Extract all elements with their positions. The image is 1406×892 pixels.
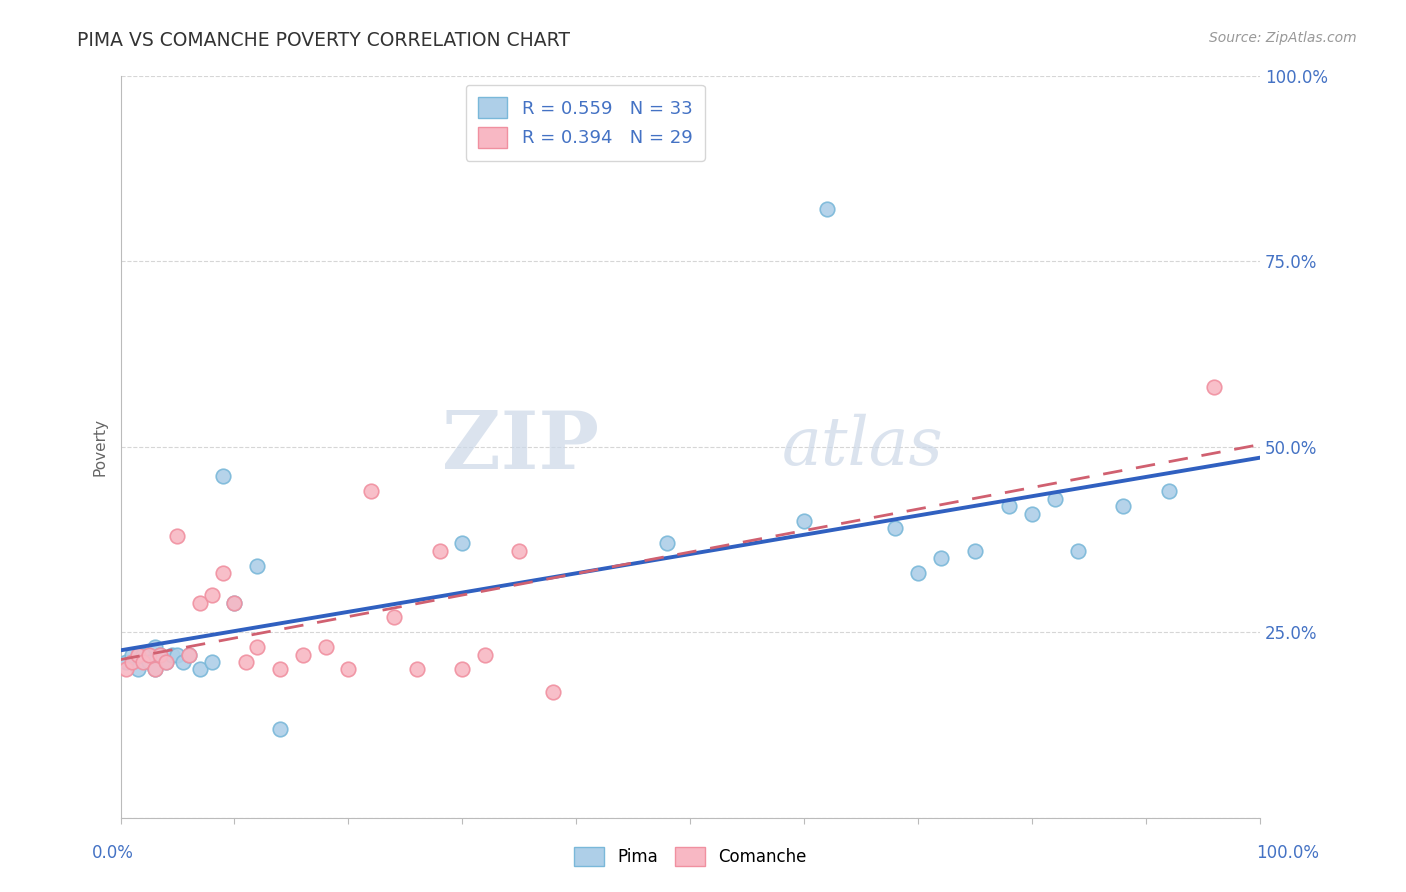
Point xyxy=(132,648,155,662)
Point xyxy=(212,469,235,483)
Point xyxy=(429,543,451,558)
Point xyxy=(337,662,360,676)
Point xyxy=(132,655,155,669)
Point xyxy=(657,536,679,550)
Point xyxy=(138,655,160,669)
Point xyxy=(907,566,929,580)
Point xyxy=(246,558,269,573)
Point xyxy=(543,684,565,698)
Point xyxy=(1066,543,1088,558)
Point xyxy=(155,655,177,669)
Point xyxy=(246,640,269,655)
Point xyxy=(149,648,172,662)
Point xyxy=(474,648,496,662)
Point xyxy=(127,662,149,676)
Point xyxy=(138,648,160,662)
Text: 0.0%: 0.0% xyxy=(91,844,134,862)
Point xyxy=(1043,491,1066,506)
Point xyxy=(188,662,211,676)
Point xyxy=(382,610,405,624)
Point xyxy=(201,655,224,669)
Text: Source: ZipAtlas.com: Source: ZipAtlas.com xyxy=(1209,31,1357,45)
Point xyxy=(188,596,211,610)
Text: atlas: atlas xyxy=(782,414,943,479)
Point xyxy=(508,543,530,558)
Point xyxy=(224,596,246,610)
Point xyxy=(166,529,188,543)
Point xyxy=(212,566,235,580)
Point xyxy=(160,648,183,662)
Point xyxy=(115,655,138,669)
Point xyxy=(201,588,224,602)
Point xyxy=(793,514,815,528)
Point xyxy=(1204,380,1226,394)
Point xyxy=(172,655,194,669)
Point xyxy=(143,640,166,655)
Point xyxy=(127,648,149,662)
Point xyxy=(224,596,246,610)
Point xyxy=(929,551,952,566)
Point xyxy=(1021,507,1043,521)
Point xyxy=(884,521,907,535)
Point xyxy=(1157,484,1180,499)
Point xyxy=(815,202,838,216)
Point xyxy=(121,655,143,669)
Point xyxy=(269,722,291,736)
Point xyxy=(115,662,138,676)
Point xyxy=(451,662,474,676)
Point xyxy=(143,662,166,676)
Point xyxy=(405,662,427,676)
Point xyxy=(451,536,474,550)
Point xyxy=(177,648,200,662)
Point xyxy=(121,648,143,662)
Point xyxy=(143,662,166,676)
Point xyxy=(315,640,337,655)
Point xyxy=(1112,499,1135,513)
Point xyxy=(155,655,177,669)
Text: ZIP: ZIP xyxy=(441,408,599,486)
Legend: R = 0.559   N = 33, R = 0.394   N = 29: R = 0.559 N = 33, R = 0.394 N = 29 xyxy=(465,85,704,161)
Text: PIMA VS COMANCHE POVERTY CORRELATION CHART: PIMA VS COMANCHE POVERTY CORRELATION CHA… xyxy=(77,31,571,50)
Text: 100.0%: 100.0% xyxy=(1256,844,1319,862)
Point xyxy=(291,648,314,662)
Y-axis label: Poverty: Poverty xyxy=(93,417,107,475)
Point xyxy=(166,648,188,662)
Point xyxy=(269,662,291,676)
Point xyxy=(963,543,986,558)
Point xyxy=(177,648,200,662)
Point xyxy=(998,499,1021,513)
Point xyxy=(235,655,257,669)
Point xyxy=(360,484,382,499)
Point xyxy=(149,648,172,662)
